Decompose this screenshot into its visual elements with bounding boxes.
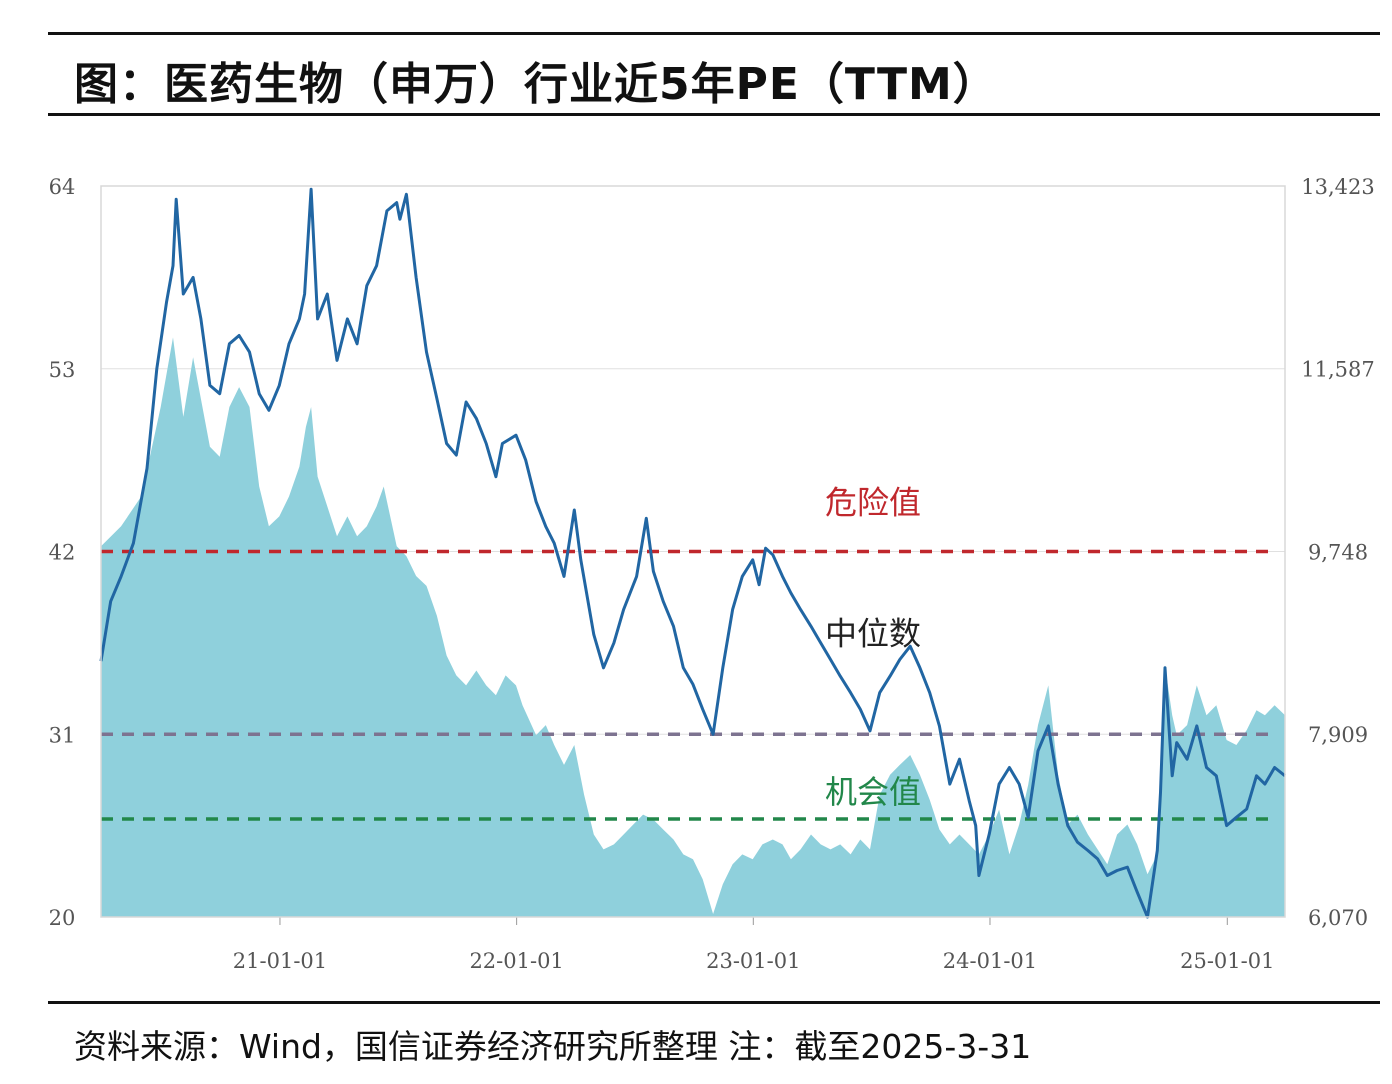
opportunity-label: 机会值 [825, 773, 921, 811]
y-right-tick-label: 7,909 [1308, 723, 1368, 747]
y-left-tick-label: 20 [49, 906, 76, 930]
y-right-tick-label: 6,070 [1308, 906, 1368, 930]
y-left-tick-label: 64 [49, 175, 76, 199]
reference-lines [101, 549, 1275, 821]
title-rule [48, 113, 1380, 116]
y-left-tick-label: 31 [49, 723, 76, 747]
pe-chart: 20 31 42 53 64 6,070 7,909 9,748 11,587 13,423 21-… [49, 175, 1375, 973]
y-right-tick-label: 11,587 [1301, 358, 1374, 382]
x-tick-label: 22-01-01 [469, 949, 563, 973]
index-area-series [101, 337, 1285, 917]
source-note: 资料来源：Wind，国信证券经济研究所整理 注：截至2025-3-31 [74, 1027, 1032, 1066]
x-tick-label: 24-01-01 [943, 949, 1037, 973]
line-layer [99, 187, 1286, 919]
tick-layer: 20 31 42 53 64 6,070 7,909 9,748 11,587 13,423 21-… [49, 175, 1375, 973]
area-layer [101, 337, 1285, 917]
y-left-tick-label: 53 [49, 358, 76, 382]
x-tick-label: 23-01-01 [706, 949, 800, 973]
top-rule [48, 32, 1380, 35]
plot-border [100, 185, 1286, 918]
median-label: 中位数 [825, 614, 921, 652]
y-right-tick-label: 9,748 [1308, 540, 1368, 564]
x-tick-label: 25-01-01 [1180, 949, 1274, 973]
page-title: 图：医药生物（申万）行业近5年PE（TTM） [74, 59, 998, 110]
y-left-tick-label: 42 [49, 541, 76, 565]
pe-line-series [99, 187, 1286, 919]
danger-label: 危险值 [825, 484, 921, 522]
y-right-tick-label: 13,423 [1301, 175, 1374, 199]
x-tick-label: 21-01-01 [233, 949, 327, 973]
bottom-rule [48, 1001, 1380, 1004]
